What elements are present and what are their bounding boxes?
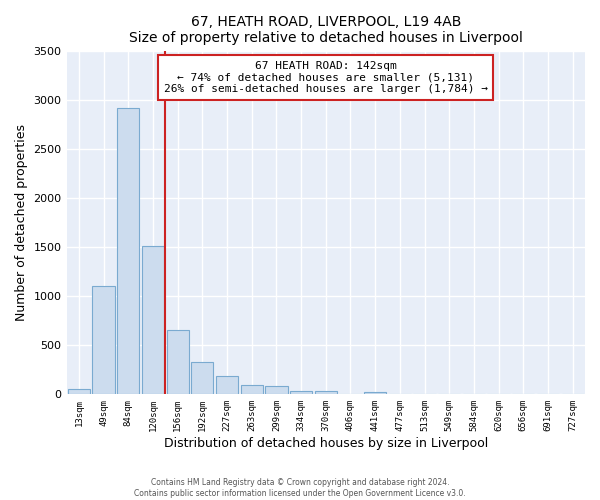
Bar <box>191 362 214 394</box>
Text: 67 HEATH ROAD: 142sqm
← 74% of detached houses are smaller (5,131)
26% of semi-d: 67 HEATH ROAD: 142sqm ← 74% of detached … <box>164 61 488 94</box>
Bar <box>290 392 312 394</box>
Title: 67, HEATH ROAD, LIVERPOOL, L19 4AB
Size of property relative to detached houses : 67, HEATH ROAD, LIVERPOOL, L19 4AB Size … <box>129 15 523 45</box>
Bar <box>265 386 287 394</box>
Bar <box>241 384 263 394</box>
Text: Contains HM Land Registry data © Crown copyright and database right 2024.
Contai: Contains HM Land Registry data © Crown c… <box>134 478 466 498</box>
Bar <box>142 246 164 394</box>
Bar <box>364 392 386 394</box>
Bar <box>92 286 115 395</box>
Bar <box>117 108 139 395</box>
X-axis label: Distribution of detached houses by size in Liverpool: Distribution of detached houses by size … <box>164 437 488 450</box>
Bar <box>167 330 189 394</box>
Bar <box>314 392 337 394</box>
Bar <box>216 376 238 394</box>
Bar <box>68 390 90 394</box>
Y-axis label: Number of detached properties: Number of detached properties <box>15 124 28 321</box>
